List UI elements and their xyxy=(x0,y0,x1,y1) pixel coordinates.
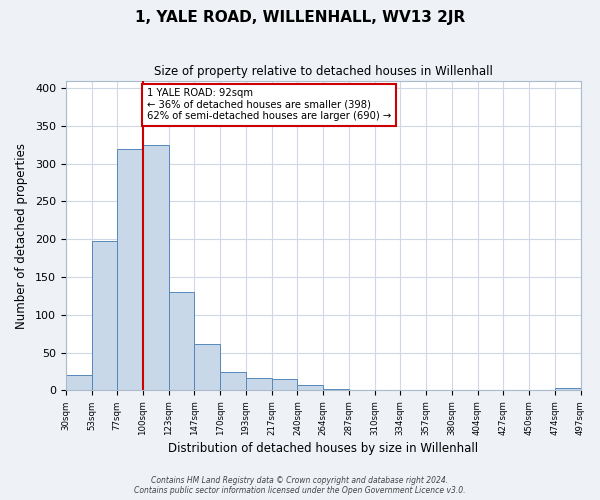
Text: 1, YALE ROAD, WILLENHALL, WV13 2JR: 1, YALE ROAD, WILLENHALL, WV13 2JR xyxy=(135,10,465,25)
Y-axis label: Number of detached properties: Number of detached properties xyxy=(15,142,28,328)
X-axis label: Distribution of detached houses by size in Willenhall: Distribution of detached houses by size … xyxy=(168,442,478,455)
Bar xyxy=(66,376,92,390)
Text: 1 YALE ROAD: 92sqm
← 36% of detached houses are smaller (398)
62% of semi-detach: 1 YALE ROAD: 92sqm ← 36% of detached hou… xyxy=(147,88,391,122)
Bar xyxy=(220,372,246,390)
Bar xyxy=(246,378,272,390)
Bar xyxy=(272,379,298,390)
Bar xyxy=(555,388,581,390)
Bar xyxy=(298,385,323,390)
Bar xyxy=(194,344,220,390)
Text: Contains HM Land Registry data © Crown copyright and database right 2024.
Contai: Contains HM Land Registry data © Crown c… xyxy=(134,476,466,495)
Bar xyxy=(117,148,143,390)
Bar xyxy=(323,389,349,390)
Title: Size of property relative to detached houses in Willenhall: Size of property relative to detached ho… xyxy=(154,65,493,78)
Bar xyxy=(143,145,169,390)
Bar xyxy=(92,241,117,390)
Bar xyxy=(169,292,194,390)
